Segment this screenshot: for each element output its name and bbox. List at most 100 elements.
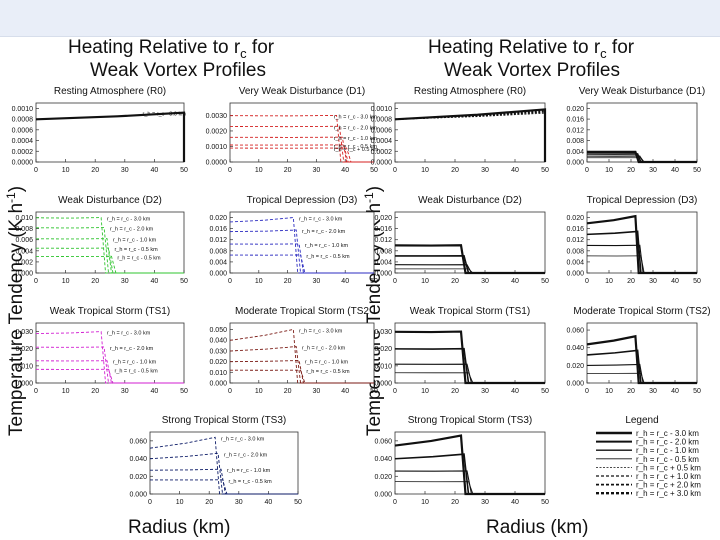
series-line [586, 157, 697, 163]
x-tick-label: 10 [62, 167, 70, 174]
x-tick-label: 20 [91, 388, 99, 395]
panel-title: Strong Tropical Storm (TS3) [408, 415, 532, 426]
series-label: r_h = r_c - 1.0 km [113, 360, 157, 366]
x-tick-label: 10 [421, 278, 429, 285]
y-tick-label: 0.012 [566, 127, 584, 134]
x-tick-label: 40 [265, 499, 273, 506]
x-tick-label: 0 [585, 388, 589, 395]
y-tick-label: 0.020 [15, 346, 33, 353]
series-line [394, 268, 545, 274]
panel-title: Resting Atmosphere (R0) [414, 86, 526, 97]
x-tick-label: 30 [313, 278, 321, 285]
plot-frame [229, 102, 375, 163]
x-tick-label: 10 [255, 388, 263, 395]
panel-1: Very Weak Disturbance (D1) 0.0030 0.0020 0.… [206, 86, 379, 174]
series-line [586, 255, 697, 274]
panel-9: Weak Disturbance (D2) 0.020 0.016 0.012 0.00… [374, 195, 549, 285]
y-tick-label: 0.000 [129, 492, 147, 499]
y-tick-label: 0.020 [129, 474, 147, 481]
y-tick-label: 0.008 [15, 226, 33, 233]
x-tick-label: 30 [121, 388, 129, 395]
y-tick-label: 0.020 [566, 106, 584, 113]
x-tick-label: 50 [693, 278, 701, 285]
plot-frame [394, 211, 546, 274]
x-tick-label: 10 [605, 388, 613, 395]
x-tick-label: 10 [62, 278, 70, 285]
series-label: r_h = r_c - 1.0 km [227, 468, 271, 474]
x-tick-label: 20 [205, 499, 213, 506]
y-tick-label: 0.040 [129, 456, 147, 463]
x-tick-label: 30 [313, 167, 321, 174]
legend-entry: r_h = r_c - 2.0 km [636, 438, 699, 447]
panel-3: Tropical Depression (D3) 0.020 0.016 0.012 0… [209, 195, 378, 285]
series-line [149, 452, 298, 495]
series-label: r_h = r_c - 0.5 km [334, 144, 378, 150]
series-label: r_h = r_c - 3.0 km [143, 112, 187, 118]
y-tick-label: 0.0000 [371, 160, 393, 167]
y-tick-label: 0.040 [374, 456, 392, 463]
panel-5: Moderate Tropical Storm (TS2 0.050 0.040 0.… [209, 306, 378, 395]
x-tick-label: 0 [585, 278, 589, 285]
series-line [586, 372, 697, 384]
series-label: r_h = r_c - 3.0 km [107, 331, 151, 337]
y-tick-label: 0.020 [374, 474, 392, 481]
x-tick-label: 40 [341, 167, 349, 174]
y-tick-label: 0.0030 [206, 113, 228, 120]
series-label: r_h = r_c - 3.0 km [334, 114, 378, 120]
panel-2: Weak Disturbance (D2) 0.010 0.008 0.006 0.00… [15, 195, 188, 285]
left-title-line1: Heating Relative to rc for [68, 37, 275, 61]
series-label: r_h = r_c - 0.5 km [114, 368, 158, 374]
y-tick-label: 0.040 [209, 338, 227, 345]
y-tick-label: 0.000 [566, 271, 584, 278]
y-tick-label: 0.016 [566, 226, 584, 233]
y-tick-label: 0.020 [374, 346, 392, 353]
x-tick-label: 50 [180, 167, 188, 174]
panel-title: Strong Tropical Storm (TS3) [162, 415, 286, 426]
series-line [35, 111, 186, 162]
y-tick-label: 0.020 [209, 359, 227, 366]
y-tick-label: 0.010 [15, 363, 33, 370]
panel-12: Moderate Tropical Storm (TS2) 0.060 0.040 0… [566, 306, 710, 395]
x-tick-label: 10 [421, 388, 429, 395]
panel-4: Weak Tropical Storm (TS1) 0.030 0.020 0.010… [15, 306, 188, 395]
x-tick-label: 50 [693, 388, 701, 395]
left-ylabel: Temperature Tendency (K h-1) [4, 186, 27, 436]
y-tick-label: 0.060 [374, 438, 392, 445]
panel-title: Resting Atmosphere (R0) [54, 86, 166, 97]
y-tick-label: 0.030 [374, 329, 392, 336]
x-tick-label: 50 [180, 388, 188, 395]
x-tick-label: 50 [370, 388, 378, 395]
x-tick-label: 40 [511, 388, 519, 395]
y-tick-label: 0.020 [566, 215, 584, 222]
x-tick-label: 10 [605, 167, 613, 174]
y-tick-label: 0.008 [566, 248, 584, 255]
panel-8: Very Weak Disturbance (D1) 0.020 0.016 0.01… [566, 86, 705, 174]
series-line [149, 479, 298, 495]
x-tick-label: 40 [511, 167, 519, 174]
y-tick-label: 0.000 [374, 271, 392, 278]
y-tick-label: 0.008 [209, 248, 227, 255]
y-tick-label: 0.000 [566, 160, 584, 167]
x-tick-label: 0 [34, 278, 38, 285]
x-tick-label: 40 [511, 499, 519, 506]
x-tick-label: 20 [91, 278, 99, 285]
panel-title: Tropical Depression (D3) [247, 195, 358, 206]
y-tick-label: 0.012 [374, 237, 392, 244]
y-tick-label: 0.000 [15, 271, 33, 278]
x-tick-label: 50 [370, 167, 378, 174]
x-tick-label: 10 [62, 388, 70, 395]
x-tick-label: 50 [370, 278, 378, 285]
x-tick-label: 0 [228, 388, 232, 395]
panel-title: Weak Tropical Storm (TS1) [410, 306, 530, 317]
x-tick-label: 20 [451, 388, 459, 395]
y-tick-label: 0.010 [209, 370, 227, 377]
series-label: r_h = r_c - 1.0 km [334, 136, 378, 142]
series-label: r_h = r_c - 3.0 km [299, 328, 343, 334]
legend-entry: r_h = r_c - 1.0 km [636, 446, 699, 455]
panel-title: Weak Tropical Storm (TS1) [50, 306, 170, 317]
y-tick-label: 0.0020 [206, 128, 228, 135]
x-tick-label: 10 [421, 167, 429, 174]
y-tick-label: 0.030 [209, 348, 227, 355]
